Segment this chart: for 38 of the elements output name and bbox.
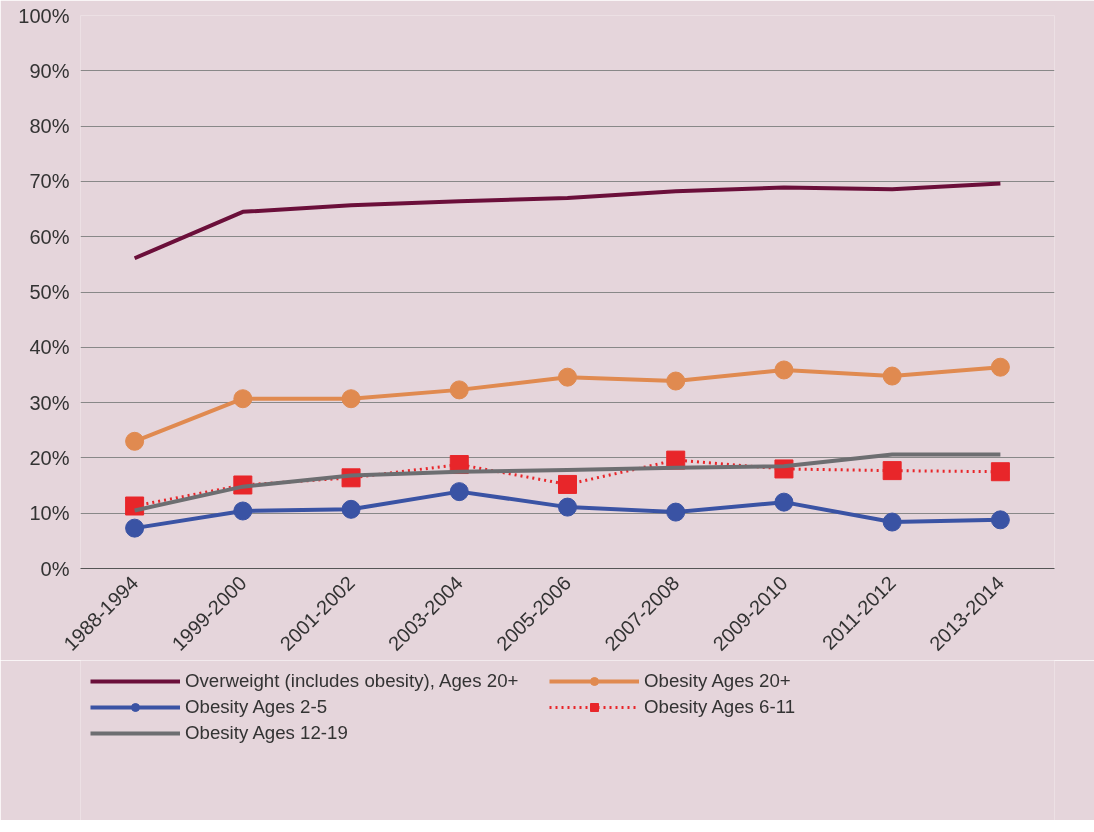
- y-tick-label: 100%: [18, 4, 70, 27]
- y-tick-label: 50%: [29, 281, 70, 303]
- y-tick-label: 10%: [29, 502, 70, 525]
- point: [233, 501, 253, 521]
- y-tick-label: 60%: [29, 225, 70, 248]
- point: [341, 499, 361, 519]
- point: [449, 482, 469, 502]
- y-tick-label: 0%: [40, 557, 70, 580]
- point: [774, 360, 794, 380]
- y-tick-label: 80%: [29, 115, 70, 138]
- point: [341, 389, 361, 409]
- point: [666, 371, 686, 391]
- y-tick-label: 20%: [29, 446, 70, 469]
- y-tick-label: 30%: [29, 391, 70, 414]
- point: [125, 518, 145, 538]
- point: [558, 367, 577, 387]
- point: [990, 462, 1010, 482]
- point: [882, 512, 902, 532]
- point: [882, 366, 902, 386]
- point: [233, 389, 253, 409]
- line-series: [132, 181, 1003, 261]
- legend-label: Obesity Ages 20+: [644, 670, 792, 692]
- legend-label: Obesity Ages 12-19: [185, 722, 349, 744]
- legend-label: Obesity Ages 2-5: [185, 696, 329, 718]
- y-tick-label: 40%: [29, 336, 70, 359]
- legend-label: Obesity Ages 6-11: [644, 696, 797, 718]
- point: [558, 474, 577, 494]
- point: [990, 357, 1010, 377]
- legend-label: Overweight (includes obesity), Ages 20+: [185, 670, 520, 692]
- point: [558, 497, 577, 517]
- point: [125, 431, 145, 451]
- point: [882, 461, 902, 481]
- point: [449, 380, 469, 400]
- y-tick-label: 70%: [29, 170, 70, 193]
- point: [990, 510, 1010, 530]
- point: [666, 502, 686, 522]
- y-tick-label: 90%: [29, 59, 70, 82]
- point: [774, 492, 794, 512]
